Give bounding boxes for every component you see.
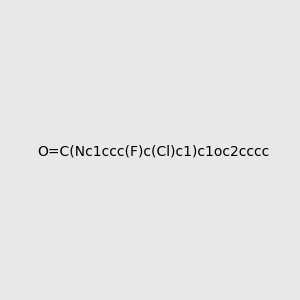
Text: O=C(Nc1ccc(F)c(Cl)c1)c1oc2cccc: O=C(Nc1ccc(F)c(Cl)c1)c1oc2cccc: [38, 145, 270, 158]
